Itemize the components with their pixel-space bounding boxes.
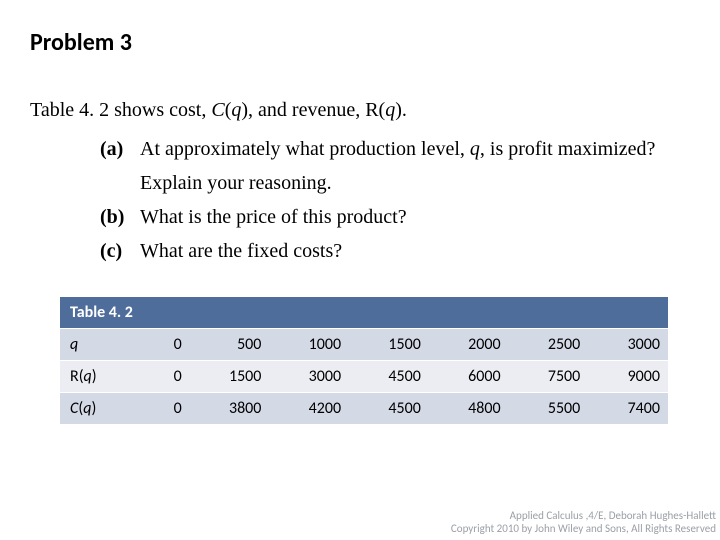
row-label: R(q) [60,361,150,393]
data-table: Table 4. 2 q 0 500 1000 1500 2000 2500 3… [60,296,668,425]
table-cell: 3000 [588,329,668,361]
table-cell: 1500 [349,329,429,361]
table-cell: 4800 [429,393,509,425]
table-row: q 0 500 1000 1500 2000 2500 3000 [60,329,668,361]
table-cell: 2500 [509,329,589,361]
table-cell: 1000 [269,329,349,361]
table-cell: 6000 [429,361,509,393]
table-cell: 4500 [349,361,429,393]
table-cell: 0 [150,361,190,393]
table-caption-row: Table 4. 2 [60,297,668,329]
table-cell: 2000 [429,329,509,361]
question-a: (a) At approximately what production lev… [100,132,690,200]
table-cell: 0 [150,393,190,425]
table-cell: 7400 [588,393,668,425]
table-caption: Table 4. 2 [60,297,668,329]
table-row: R(q) 0 1500 3000 4500 6000 7500 9000 [60,361,668,393]
table-cell: 3800 [190,393,270,425]
table-cell: 3000 [269,361,349,393]
table-cell: 0 [150,329,190,361]
table-row: C(q) 0 3800 4200 4500 4800 5500 7400 [60,393,668,425]
question-list: (a) At approximately what production lev… [30,132,690,268]
table-cell: 4500 [349,393,429,425]
problem-title: Problem 3 [30,28,690,57]
copyright-footer: Applied Calculus ,4/E, Deborah Hughes-Ha… [451,509,716,537]
footer-line: Applied Calculus ,4/E, Deborah Hughes-Ha… [451,509,716,523]
question-c: (c) What are the fixed costs? [100,234,690,268]
question-b: (b) What is the price of this product? [100,200,690,234]
footer-line: Copyright 2010 by John Wiley and Sons, A… [451,522,716,536]
table-cell: 4200 [269,393,349,425]
table-cell: 9000 [588,361,668,393]
intro-text: Table 4. 2 shows cost, C(q), and revenue… [30,99,690,122]
row-label: q [60,329,150,361]
row-label: C(q) [60,393,150,425]
table-cell: 7500 [509,361,589,393]
table-cell: 5500 [509,393,589,425]
table-cell: 500 [190,329,270,361]
table-cell: 1500 [190,361,270,393]
